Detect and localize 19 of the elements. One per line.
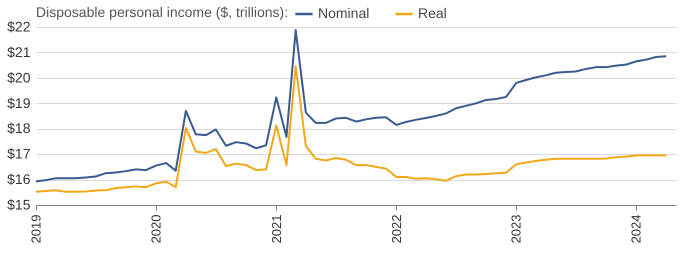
legend-label: Nominal <box>318 5 370 21</box>
y-tick-label: $15 <box>7 196 31 212</box>
x-tick-label: 2022 <box>388 214 404 244</box>
line-series <box>35 65 668 193</box>
y-tick-label: $20 <box>7 69 31 86</box>
x-tick-label: 2024 <box>628 214 644 244</box>
y-tick-label: $22 <box>7 18 31 34</box>
y-tick-label: $17 <box>7 146 31 162</box>
x-tick-label: 2020 <box>148 214 164 244</box>
legend-label: Real <box>418 5 447 21</box>
x-tick-label: 2021 <box>268 214 284 244</box>
y-tick-label: $21 <box>7 44 31 60</box>
y-tick-label: $18 <box>7 120 31 136</box>
y-tick-label: $19 <box>7 94 31 111</box>
legend-title: Disposable personal income ($, trillions): <box>36 4 288 20</box>
y-tick-label: $16 <box>7 171 31 188</box>
line-series <box>35 29 668 182</box>
x-tick-label: 2023 <box>508 214 524 244</box>
x-tick-label: 2019 <box>28 214 44 244</box>
